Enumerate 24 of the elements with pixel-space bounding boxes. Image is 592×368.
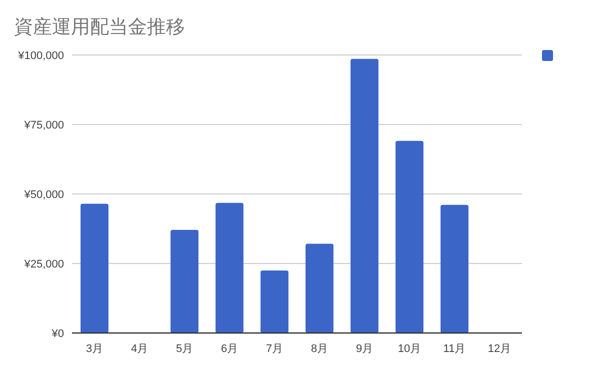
y-tick-label: ¥50,000 (23, 189, 64, 201)
x-tick-label: 6月 (220, 343, 238, 355)
bar (170, 230, 198, 333)
x-tick-label: 3月 (86, 343, 104, 355)
bar (396, 140, 424, 333)
x-tick-label: 9月 (356, 343, 374, 355)
y-tick-label: ¥100,000 (17, 50, 64, 62)
bar (216, 202, 244, 333)
bar (350, 58, 378, 333)
x-tick-label: 4月 (130, 343, 148, 355)
bar (306, 244, 334, 333)
y-tick-label: ¥25,000 (23, 258, 64, 270)
bar (80, 204, 108, 333)
x-tick-label: 8月 (310, 343, 328, 355)
x-tick-label: 5月 (176, 343, 194, 355)
x-tick-label: 12月 (488, 343, 512, 355)
x-tick-label: 10月 (398, 343, 422, 355)
chart-title: 資産運用配当金推移 (14, 16, 185, 38)
x-tick-label: 11月 (443, 343, 466, 355)
bar (440, 204, 468, 333)
y-tick-label: ¥0 (50, 328, 64, 340)
bar (260, 270, 288, 333)
x-tick-label: 7月 (266, 343, 284, 355)
y-tick-label: ¥75,000 (23, 120, 64, 132)
